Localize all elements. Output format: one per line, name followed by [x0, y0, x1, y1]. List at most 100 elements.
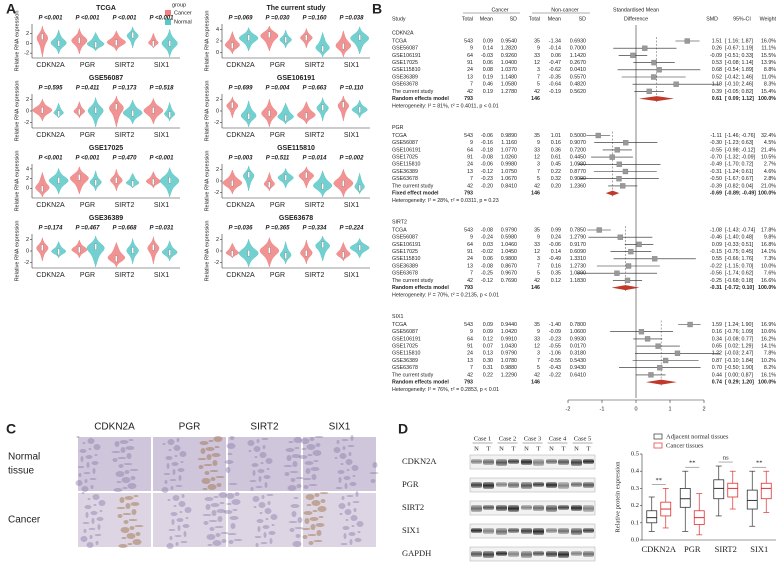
table-cell: 3 — [537, 162, 540, 168]
violin — [35, 172, 50, 198]
table-cell: 3 — [537, 351, 540, 357]
summary-diamond — [611, 285, 640, 291]
ci-label: [-0.42; 1.46] — [725, 74, 754, 80]
ihc-texture — [125, 503, 131, 509]
violin — [315, 32, 330, 58]
violin-box — [152, 178, 155, 186]
ihc-texture — [302, 478, 312, 480]
y-tick-label: 2 — [26, 237, 29, 243]
violin-box — [115, 177, 118, 184]
ihc-texture — [127, 483, 137, 489]
violin — [86, 235, 105, 268]
table-cell: 1.2360 — [570, 183, 586, 189]
violin-box — [358, 34, 361, 41]
ihc-texture — [76, 436, 80, 438]
column-header: Total — [529, 16, 540, 22]
ihc-texture — [342, 446, 346, 450]
ihc-texture — [215, 533, 221, 537]
ihc-image — [78, 437, 151, 491]
violin-box — [152, 244, 155, 251]
table-cell: 0.35 — [551, 271, 561, 277]
table-cell: 1.2780 — [501, 89, 517, 95]
table-cell: 13 — [467, 169, 473, 175]
ihc-texture — [87, 498, 91, 500]
y-tick-label: -2 — [24, 260, 29, 266]
ihc-texture — [93, 504, 97, 506]
ihc-texture — [128, 439, 134, 441]
legend-label: Cancer tissues — [666, 442, 704, 449]
violin — [107, 241, 126, 268]
smd-label: 0.87 — [712, 358, 722, 364]
y-tick-label: -2 — [24, 51, 29, 57]
table-cell: 35 — [534, 133, 540, 139]
ihc-texture — [221, 539, 227, 543]
ihc-texture — [224, 460, 234, 464]
legend-title: group — [172, 2, 186, 8]
violin — [243, 165, 255, 192]
ihc-image — [303, 437, 376, 491]
ihc-texture — [256, 439, 260, 443]
weight-label: 11.1% — [761, 46, 776, 52]
ihc-texture — [337, 470, 345, 474]
ihc-texture — [210, 503, 220, 507]
ihc-texture — [180, 541, 188, 543]
effect-square — [657, 365, 663, 371]
table-cell: 3 — [537, 67, 540, 73]
violin-box — [358, 106, 361, 114]
ci-label: [-1.67; 0.67] — [725, 176, 754, 182]
violin-box — [168, 177, 171, 184]
table-cell: 91 — [467, 155, 473, 161]
blot-band — [533, 528, 544, 535]
ihc-texture — [227, 453, 233, 455]
table-cell: 0.14 — [483, 46, 493, 52]
violin-box — [41, 244, 44, 251]
ihc-texture — [223, 510, 233, 514]
violin-box — [57, 110, 60, 117]
violin-box — [358, 184, 361, 192]
ihc-texture — [82, 442, 86, 444]
ihc-texture — [285, 448, 295, 452]
table-cell: 0.5570 — [570, 74, 586, 80]
table-cell: 42 — [467, 372, 473, 378]
ci-label: [-1.15; 0.70] — [725, 263, 754, 269]
weight-label: 16.1% — [761, 372, 776, 378]
violin-box — [152, 40, 155, 47]
table-cell: 0.06 — [483, 256, 493, 262]
ihc-texture — [248, 450, 252, 452]
violin-box — [321, 241, 324, 248]
ihc-texture — [306, 444, 316, 450]
table-cell: 0.9070 — [570, 140, 586, 146]
ihc-texture — [283, 465, 293, 467]
violin-box — [131, 180, 134, 187]
ihc-texture — [215, 476, 225, 478]
violin-box — [305, 34, 308, 41]
ihc-texture — [357, 531, 361, 533]
table-cell: 0.09 — [483, 38, 493, 44]
table-cell: 1.0890 — [570, 271, 586, 277]
weight-label: 17.8% — [761, 227, 776, 233]
weight-label: 16.2% — [761, 336, 776, 342]
ihc-texture — [210, 477, 216, 481]
column-header: SD — [510, 16, 518, 22]
table-cell: -1.40 — [549, 322, 561, 328]
ihc-texture — [126, 453, 132, 459]
effect-square — [636, 241, 642, 248]
ci-label: [-0.05; 0.82] — [725, 89, 754, 95]
lane-label: T — [587, 445, 591, 452]
ihc-texture — [262, 445, 266, 449]
ci-label: [-0.08; 1.14] — [725, 60, 754, 66]
violin-box — [284, 36, 287, 44]
ihc-texture — [292, 541, 302, 547]
ihc-texture — [340, 543, 348, 545]
gene-label: CDKN2A — [226, 132, 255, 139]
ci-label: [-1.23; 0.63] — [725, 140, 754, 146]
lane-label: N — [574, 445, 579, 452]
table-cell: 5 — [537, 271, 540, 277]
blot-band — [583, 528, 594, 533]
blot-band — [571, 482, 582, 487]
weight-label: 14.1% — [761, 344, 776, 350]
ihc-texture — [338, 477, 342, 483]
gene-label: PGR — [270, 272, 285, 279]
ihc-texture — [305, 494, 315, 500]
group-title: CDKN2A — [392, 30, 414, 36]
